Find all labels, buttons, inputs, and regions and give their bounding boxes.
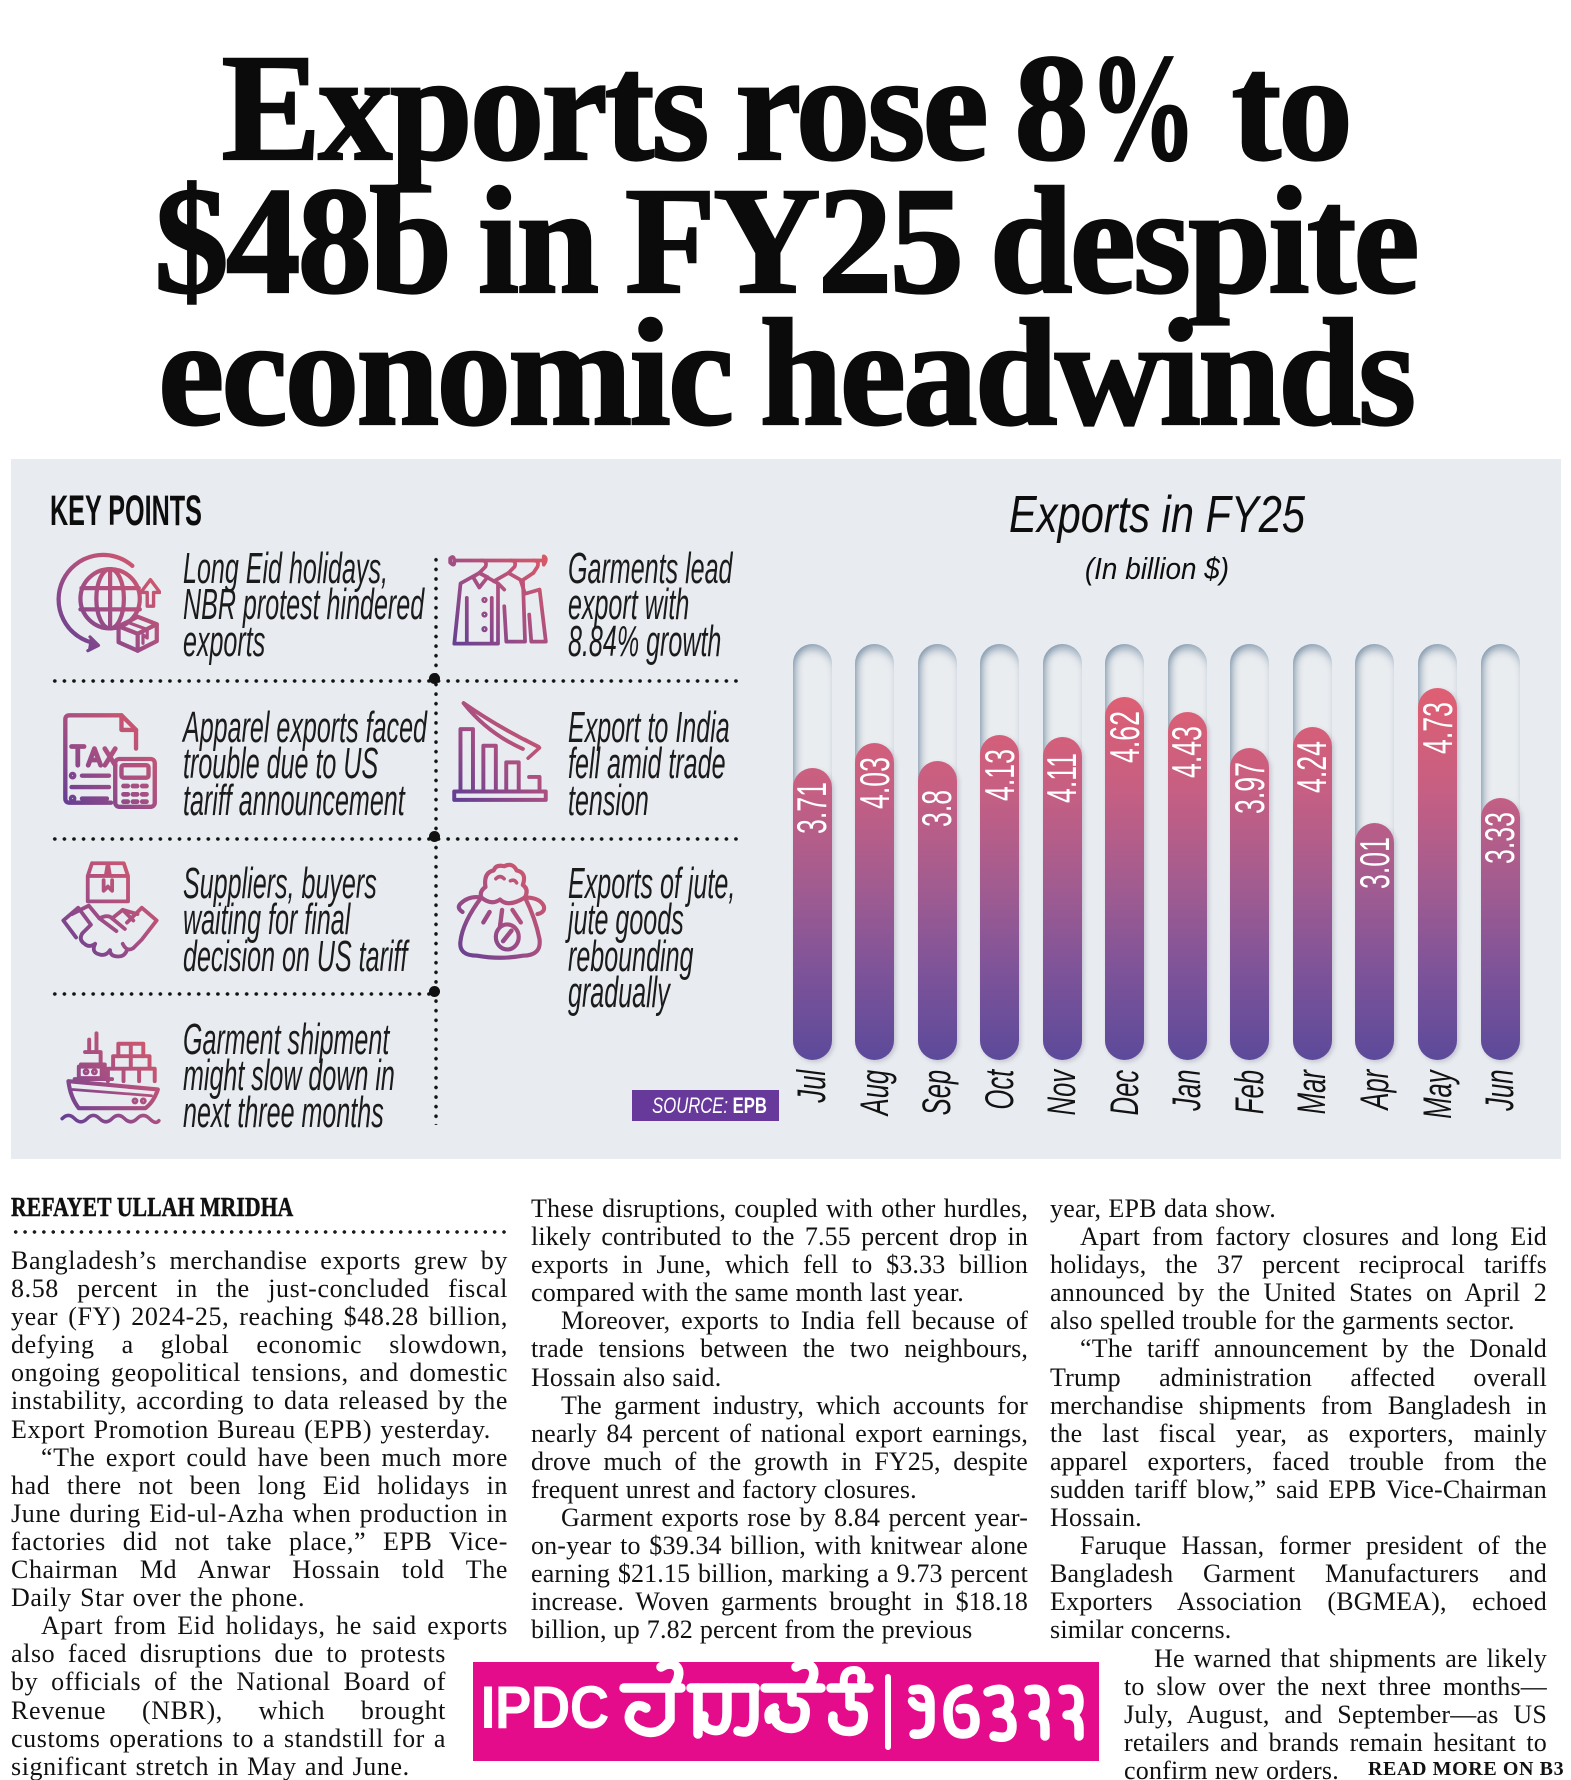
svg-text:IPDC: IPDC — [480, 1675, 608, 1742]
